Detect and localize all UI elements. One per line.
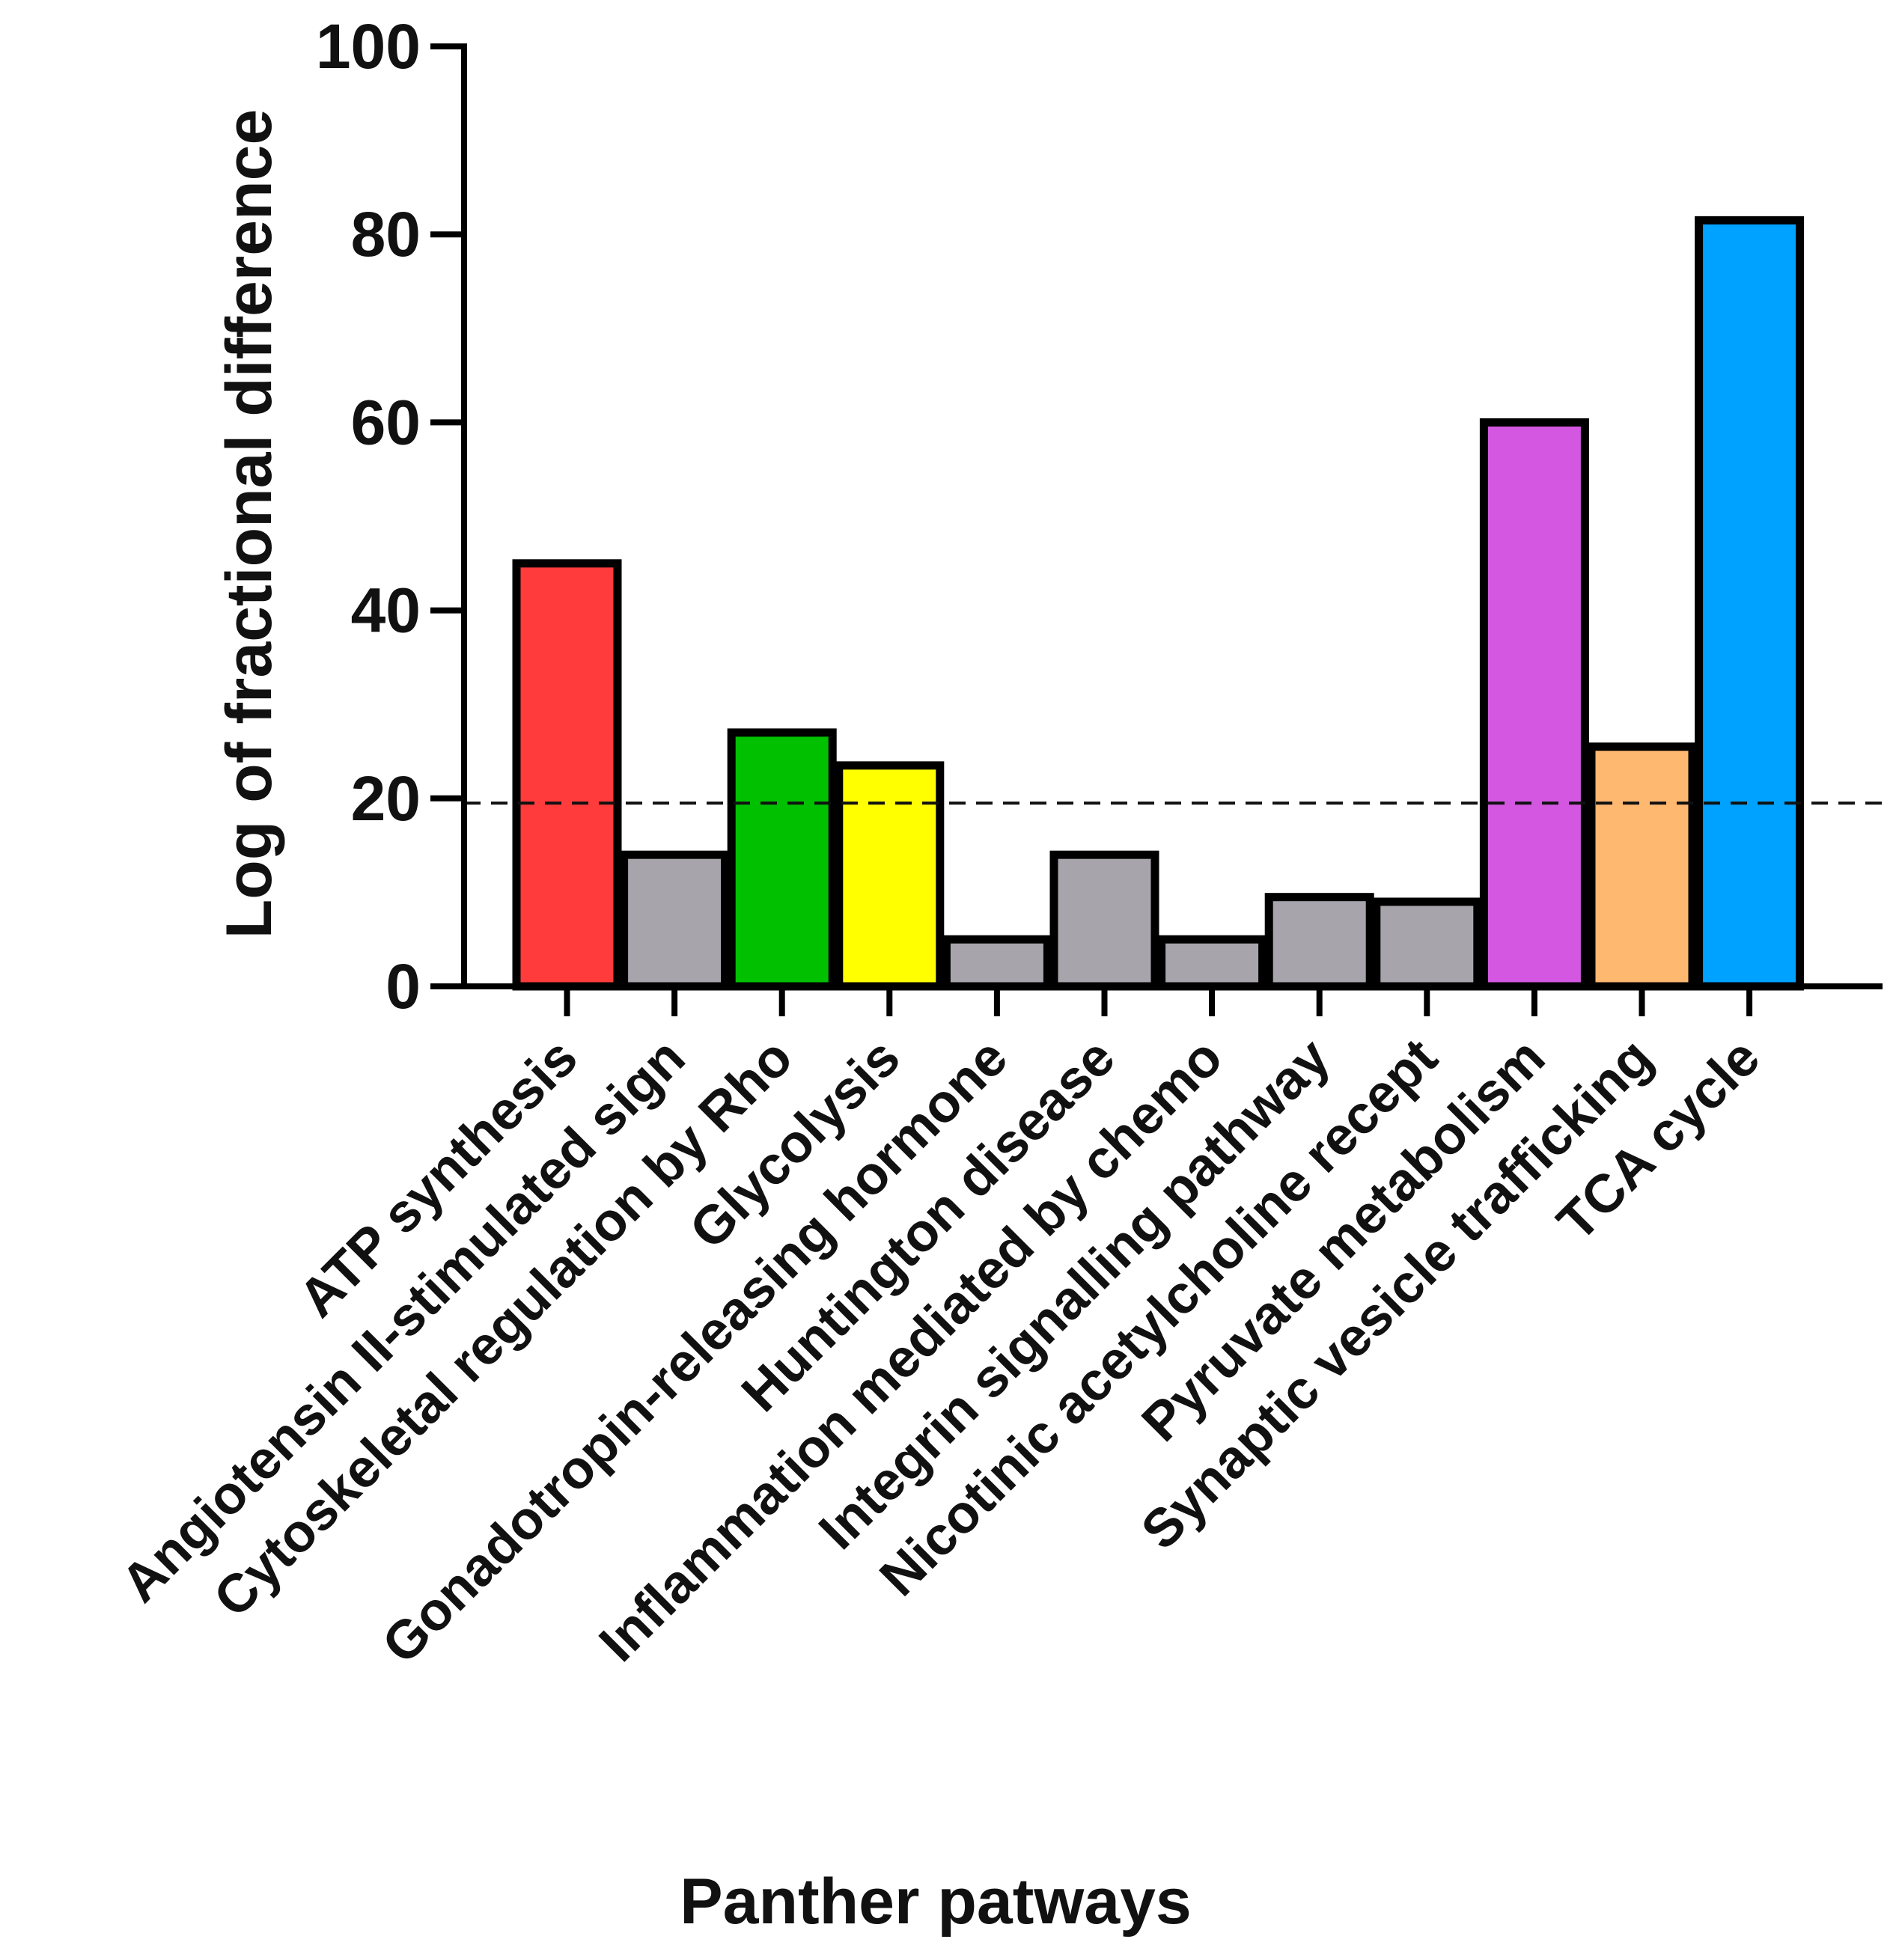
bar-9 <box>1372 897 1482 991</box>
y-tick-label-80: 80 <box>351 199 421 269</box>
bar-3 <box>727 728 837 991</box>
bar-8 <box>1264 893 1374 991</box>
y-tick-label-40: 40 <box>351 576 421 646</box>
bar-12 <box>1695 216 1805 991</box>
y-ticks-group: 0 20 40 60 80 100 <box>316 11 464 1022</box>
y-tick-label-20: 20 <box>351 763 421 834</box>
bar-11 <box>1587 742 1697 991</box>
bar-2 <box>620 850 730 991</box>
x-axis-title: Panther patways <box>680 1866 1191 1938</box>
bar-1 <box>512 559 622 991</box>
bar-7 <box>1157 935 1267 991</box>
bar-5 <box>942 935 1052 991</box>
y-tick-label-60: 60 <box>351 387 421 457</box>
bar-10 <box>1479 418 1589 991</box>
bar-6 <box>1049 850 1159 991</box>
y-tick-label-100: 100 <box>316 11 421 82</box>
y-tick-label-0: 0 <box>385 951 421 1022</box>
y-axis-title: Log of fractional difference <box>213 109 285 939</box>
bar-4 <box>835 761 945 991</box>
x-tick-label-2: Angiotensin II-stimulated sign <box>110 1028 697 1614</box>
bars-group <box>512 216 1805 991</box>
